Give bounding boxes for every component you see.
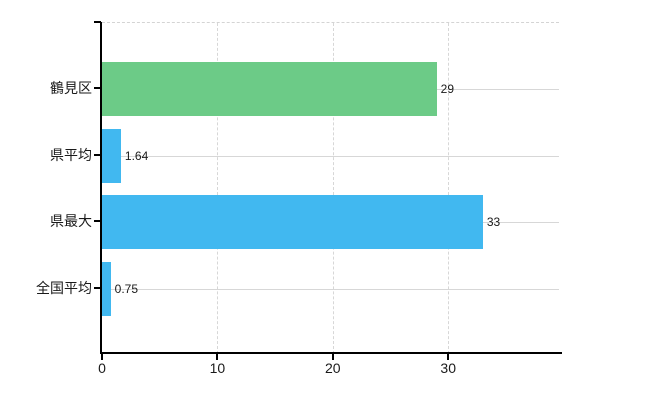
x-axis-tick	[331, 354, 334, 360]
y-axis-top-tick	[94, 21, 101, 23]
bar-value-label: 0.75	[114, 281, 138, 296]
vertical-gridline	[448, 23, 450, 354]
category-label: 県最大	[50, 213, 92, 230]
bar-value-label: 33	[486, 215, 501, 230]
bar-県平均	[102, 128, 121, 183]
vertical-gridline	[332, 23, 334, 354]
bar-全国平均	[102, 261, 111, 316]
category-tick	[94, 286, 101, 289]
plot-area: 29 1.64 33 0.75	[102, 22, 559, 354]
x-axis-tick-label: 0	[98, 360, 106, 376]
x-axis-tick-label: 30	[440, 360, 456, 376]
horizontal-gridline	[102, 288, 559, 290]
horizontal-gridline	[102, 155, 559, 157]
x-axis-tick	[101, 354, 103, 360]
category-label: 鶴見区	[50, 80, 92, 97]
bar-鶴見区	[102, 62, 437, 117]
category-tick	[94, 153, 101, 156]
x-axis-tick	[447, 354, 450, 360]
category-tick	[94, 220, 101, 223]
bar-県最大	[102, 195, 483, 250]
category-label: 県平均	[50, 146, 92, 163]
category-tick	[94, 87, 101, 90]
bar-value-label: 29	[440, 82, 455, 97]
x-axis-tick-label: 20	[325, 360, 341, 376]
x-axis-tick	[216, 354, 219, 360]
vertical-gridline	[217, 23, 219, 354]
bar-value-label: 1.64	[124, 148, 149, 163]
x-axis-line	[100, 352, 562, 354]
y-axis-line	[100, 22, 102, 354]
x-axis-tick-label: 10	[209, 360, 226, 376]
category-label: 全国平均	[36, 279, 92, 296]
